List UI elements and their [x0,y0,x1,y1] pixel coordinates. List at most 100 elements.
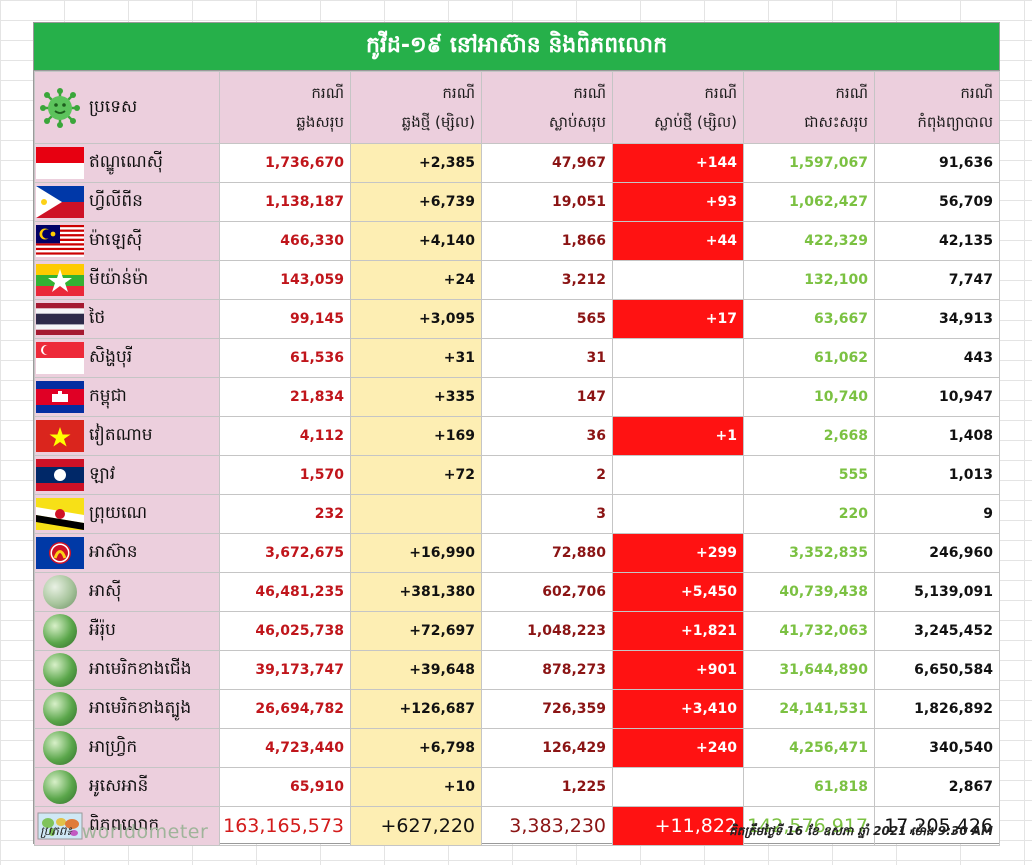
table-row: វៀតណាម 4,112 +169 36 +1 2,668 1,408 [34,416,1000,456]
recovered-cell: 132,100 [743,260,875,300]
total-deaths-cell: 3,212 [481,260,613,300]
globe-asia-icon [36,574,86,611]
country-cell: ព្រុយណេ [34,494,220,534]
recovered-cell: 1,062,427 [743,182,875,222]
new-cases-cell: +126,687 [350,689,482,729]
country-name: ឡាវ [89,463,116,484]
country-name: មីយ៉ាន់ម៉ា [89,268,149,289]
total-deaths-cell: 19,051 [481,182,613,222]
total-deaths-cell: 2 [481,455,613,495]
total-cases-cell: 163,165,573 [219,806,351,846]
recovered-cell: 41,732,063 [743,611,875,651]
new-cases-cell: +39,648 [350,650,482,690]
total-deaths-cell: 47,967 [481,143,613,183]
total-cases-cell: 99,145 [219,299,351,339]
table-row: អាមេរិកខាងត្បូង 26,694,782 +126,687 726,359… [34,689,1000,729]
total-deaths-cell: 126,429 [481,728,613,768]
active-cell: 1,013 [874,455,1000,495]
total-cases-cell: 143,059 [219,260,351,300]
new-deaths-cell [612,494,744,534]
recovered-cell: 40,739,438 [743,572,875,612]
active-cell: 56,709 [874,182,1000,222]
new-deaths-cell [612,338,744,378]
recovered-cell: 555 [743,455,875,495]
country-name: វៀតណាម [89,424,153,445]
globe-oceania-icon [36,769,86,806]
recovered-cell: 24,141,531 [743,689,875,729]
recovered-cell: 4,256,471 [743,728,875,768]
flag-thailand-icon [36,301,86,338]
new-deaths-cell: +3,410 [612,689,744,729]
country-name: អាស៊ាន [89,541,138,562]
country-cell: អាមេរិកខាងត្បូង [34,689,220,729]
country-cell: កម្ពុជា [34,377,220,417]
table-row: ព្រុយណេ 232 3 220 9 [34,494,1000,534]
table-row: ថៃ 99,145 +3,095 565 +17 63,667 34,913 [34,299,1000,339]
new-cases-cell: +72,697 [350,611,482,651]
flag-myanmar-icon [36,262,86,299]
new-deaths-cell: +299 [612,533,744,573]
country-name: ម៉ាឡេស៊ី [89,229,143,250]
new-cases-cell: +3,095 [350,299,482,339]
country-cell: មីយ៉ាន់ម៉ា [34,260,220,300]
recovered-cell: 2,668 [743,416,875,456]
flag-asean-icon [36,535,86,572]
flag-cambodia-icon [36,379,86,416]
total-deaths-cell: 147 [481,377,613,417]
worldometer-logo: worldometer [81,820,209,843]
table-footer: ប្រភព៖ worldometer គិតត្រឹមថ្ងៃទី 16 ខែ … [34,820,999,843]
new-cases-cell: +16,990 [350,533,482,573]
total-cases-cell: 466,330 [219,221,351,261]
country-name: អូសេអានី [89,775,149,796]
country-cell: អាស៊ី [34,572,220,612]
new-deaths-cell [612,455,744,495]
flag-philippines-icon [36,184,86,221]
header-country-label: ប្រទេស [89,97,138,117]
total-cases-cell: 26,694,782 [219,689,351,729]
country-name: កម្ពុជា [89,385,127,406]
country-name: ហ្វីលីពីន [89,190,143,211]
recovered-cell: 61,818 [743,767,875,807]
virus-icon [36,73,86,143]
world-total-row: ពិភពលោក 163,165,573 +627,220 3,383,230 +11,8… [34,806,1000,846]
header-new-cases: ករណី ឆ្លងថ្មី (ម្សិល) [350,71,482,144]
flag-laos-icon [36,457,86,494]
globe-south-america-icon [36,691,86,728]
flag-singapore-icon [36,340,86,377]
source: ប្រភព៖ worldometer [34,821,208,843]
total-deaths-cell: 602,706 [481,572,613,612]
total-cases-cell: 3,672,675 [219,533,351,573]
world-map-icon [36,808,86,845]
table-row: ម៉ាឡេស៊ី 466,330 +4,140 1,866 +44 422,329 42,1… [34,221,1000,261]
total-cases-cell: 46,481,235 [219,572,351,612]
country-cell: អាមេរិកខាងជើង [34,650,220,690]
country-name: អាហ្វ្រិក [89,736,138,757]
country-cell: អាស៊ាន [34,533,220,573]
new-cases-cell: +4,140 [350,221,482,261]
total-deaths-cell: 726,359 [481,689,613,729]
new-deaths-cell: +240 [612,728,744,768]
new-cases-cell [350,494,482,534]
recovered-cell: 220 [743,494,875,534]
country-cell: អូសេអានី [34,767,220,807]
new-cases-cell: +6,798 [350,728,482,768]
active-cell: 7,747 [874,260,1000,300]
active-cell: 1,408 [874,416,1000,456]
active-cell: 5,139,091 [874,572,1000,612]
new-cases-cell: +335 [350,377,482,417]
country-cell: វៀតណាម [34,416,220,456]
header-new-deaths: ករណី ស្លាប់ថ្មី (ម្សិល) [612,71,744,144]
globe-europe-icon [36,613,86,650]
header-recovered: ករណី ជាសះសរុប [743,71,875,144]
header-total-cases: ករណី ឆ្លងសរុប [219,71,351,144]
globe-north-america-icon [36,652,86,689]
total-deaths-cell: 878,273 [481,650,613,690]
country-name: ឥណ្ឌូណេស៊ី [89,151,163,172]
total-cases-cell: 232 [219,494,351,534]
flag-brunei-icon [36,496,86,533]
table-row: មីយ៉ាន់ម៉ា 143,059 +24 3,212 132,100 7,747 [34,260,1000,300]
table-row: អាស៊ី 46,481,235 +381,380 602,706 +5,450 40,7… [34,572,1000,612]
total-deaths-cell: 565 [481,299,613,339]
country-name: ពិភពលោក [89,814,160,835]
table-row: អាមេរិកខាងជើង 39,173,747 +39,648 878,273 +90… [34,650,1000,690]
